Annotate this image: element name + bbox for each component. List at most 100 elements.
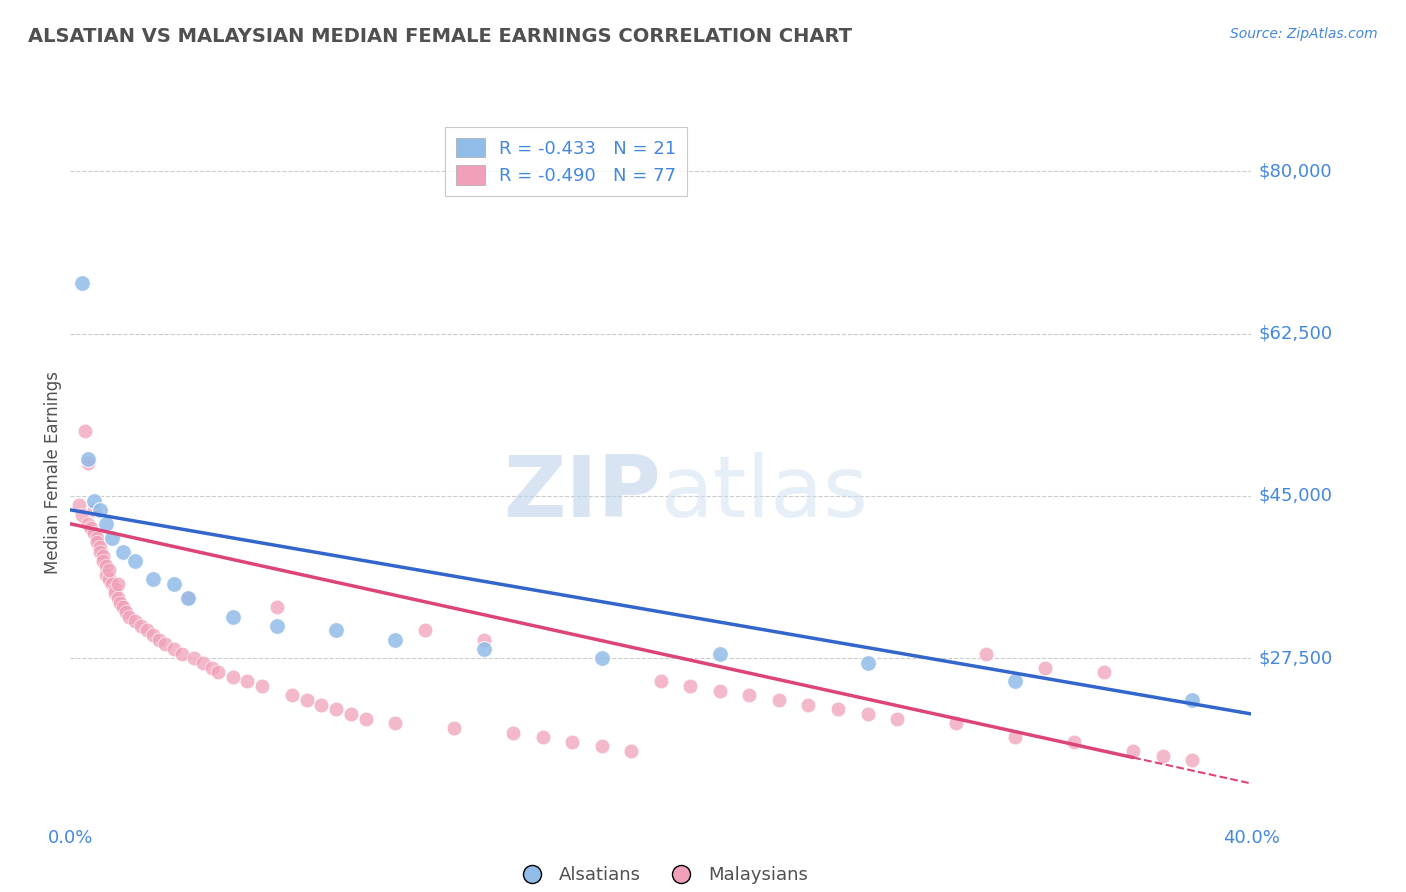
- Point: [91, 549, 114, 564]
- Text: ALSATIAN VS MALAYSIAN MEDIAN FEMALE EARNINGS CORRELATION CHART: ALSATIAN VS MALAYSIAN MEDIAN FEMALE EARN…: [28, 27, 852, 45]
- Point: [266, 619, 288, 633]
- Point: [107, 591, 129, 605]
- Text: $27,500: $27,500: [1258, 649, 1333, 667]
- Point: [1181, 753, 1204, 767]
- Point: [472, 642, 495, 657]
- Point: [94, 516, 117, 531]
- Point: [115, 605, 138, 619]
- Point: [124, 614, 146, 628]
- Text: $45,000: $45,000: [1258, 487, 1333, 505]
- Point: [94, 567, 117, 582]
- Point: [97, 573, 120, 587]
- Point: [709, 647, 731, 661]
- Point: [148, 632, 170, 647]
- Point: [177, 591, 200, 605]
- Point: [325, 624, 347, 638]
- Point: [86, 531, 108, 545]
- Point: [80, 521, 103, 535]
- Point: [136, 624, 159, 638]
- Point: [89, 503, 111, 517]
- Point: [502, 725, 524, 739]
- Point: [827, 702, 849, 716]
- Point: [107, 577, 129, 591]
- Point: [1004, 730, 1026, 744]
- Point: [531, 730, 554, 744]
- Y-axis label: Median Female Earnings: Median Female Earnings: [44, 371, 62, 574]
- Point: [561, 735, 583, 749]
- Point: [177, 591, 200, 605]
- Point: [413, 624, 436, 638]
- Point: [75, 424, 96, 438]
- Text: ZIP: ZIP: [503, 452, 661, 535]
- Point: [679, 679, 702, 693]
- Point: [1004, 674, 1026, 689]
- Point: [591, 651, 613, 665]
- Point: [91, 554, 114, 568]
- Point: [83, 503, 105, 517]
- Point: [974, 647, 997, 661]
- Point: [797, 698, 820, 712]
- Point: [1181, 693, 1204, 707]
- Point: [104, 586, 127, 600]
- Point: [70, 276, 93, 290]
- Point: [354, 712, 377, 726]
- Point: [89, 540, 111, 554]
- Text: $62,500: $62,500: [1258, 325, 1333, 343]
- Point: [67, 498, 90, 512]
- Point: [77, 516, 100, 531]
- Point: [104, 582, 127, 596]
- Text: $80,000: $80,000: [1258, 162, 1331, 180]
- Point: [142, 628, 165, 642]
- Point: [1122, 744, 1144, 758]
- Legend: Alsatians, Malaysians: Alsatians, Malaysians: [506, 859, 815, 892]
- Point: [281, 689, 304, 703]
- Point: [222, 670, 245, 684]
- Point: [129, 619, 152, 633]
- Point: [77, 457, 100, 471]
- Point: [650, 674, 672, 689]
- Point: [856, 706, 879, 721]
- Point: [201, 660, 224, 674]
- Point: [738, 689, 761, 703]
- Point: [89, 544, 111, 558]
- Point: [163, 642, 186, 657]
- Point: [86, 535, 108, 549]
- Point: [118, 609, 141, 624]
- Point: [183, 651, 205, 665]
- Point: [97, 563, 120, 577]
- Point: [384, 716, 406, 731]
- Point: [163, 577, 186, 591]
- Point: [124, 554, 146, 568]
- Point: [70, 508, 93, 522]
- Point: [112, 600, 135, 615]
- Point: [1063, 735, 1085, 749]
- Point: [591, 739, 613, 754]
- Point: [191, 656, 214, 670]
- Point: [768, 693, 790, 707]
- Point: [295, 693, 318, 707]
- Point: [266, 600, 288, 615]
- Point: [94, 558, 117, 573]
- Point: [325, 702, 347, 716]
- Point: [709, 683, 731, 698]
- Point: [620, 744, 643, 758]
- Text: atlas: atlas: [661, 452, 869, 535]
- Point: [153, 637, 176, 651]
- Point: [1033, 660, 1056, 674]
- Point: [472, 632, 495, 647]
- Point: [100, 531, 122, 545]
- Point: [172, 647, 194, 661]
- Point: [83, 526, 105, 541]
- Point: [110, 596, 132, 610]
- Text: Source: ZipAtlas.com: Source: ZipAtlas.com: [1230, 27, 1378, 41]
- Point: [340, 706, 363, 721]
- Point: [142, 573, 165, 587]
- Point: [250, 679, 273, 693]
- Point: [222, 609, 245, 624]
- Point: [886, 712, 908, 726]
- Point: [112, 544, 135, 558]
- Point: [309, 698, 333, 712]
- Point: [856, 656, 879, 670]
- Point: [945, 716, 967, 731]
- Point: [77, 451, 100, 466]
